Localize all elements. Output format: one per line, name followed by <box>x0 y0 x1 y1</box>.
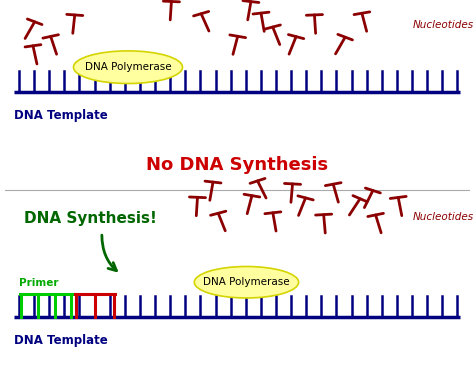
Text: DNA Polymerase: DNA Polymerase <box>85 62 171 72</box>
Text: DNA Polymerase: DNA Polymerase <box>203 277 290 287</box>
Text: Primer: Primer <box>19 278 58 288</box>
Text: Nucleotides: Nucleotides <box>412 20 474 30</box>
Text: Nucleotides: Nucleotides <box>412 212 474 222</box>
Text: DNA Template: DNA Template <box>14 334 108 347</box>
Ellipse shape <box>194 266 299 298</box>
Text: No DNA Synthesis: No DNA Synthesis <box>146 156 328 174</box>
Text: DNA Synthesis!: DNA Synthesis! <box>24 211 156 227</box>
Text: DNA Template: DNA Template <box>14 109 108 122</box>
Ellipse shape <box>73 51 182 84</box>
